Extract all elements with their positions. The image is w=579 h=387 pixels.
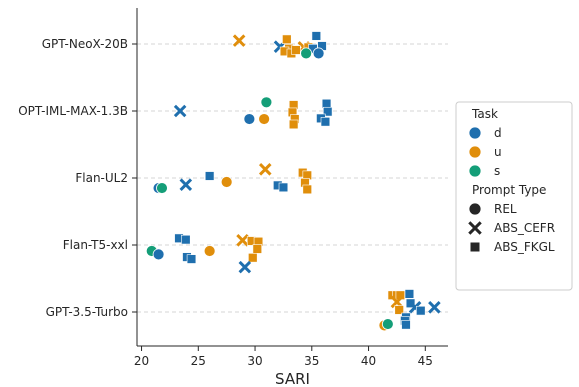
data-point	[278, 182, 289, 193]
data-point	[243, 113, 256, 125]
legend-type-marker	[468, 202, 482, 216]
x-tick-label: 30	[247, 354, 262, 368]
legend: Task dus Prompt Type REL ABS_CEFR ABS_FKGL	[455, 101, 573, 291]
data-point	[428, 301, 441, 314]
legend-type-label: ABS_CEFR	[494, 221, 555, 235]
y-tick-label: GPT-3.5-Turbo	[46, 305, 128, 319]
data-point	[311, 31, 322, 41]
x-tick-label: 40	[361, 354, 376, 368]
data-point	[404, 289, 415, 299]
data-point	[416, 305, 426, 316]
legend-task-marker	[468, 164, 482, 178]
legend-task-title: Task	[471, 107, 498, 121]
data-point	[204, 171, 215, 181]
legend-task-marker	[468, 145, 482, 159]
data-point	[288, 119, 299, 130]
axes	[136, 8, 448, 347]
data-points	[145, 31, 441, 332]
data-point-stroke	[179, 178, 193, 191]
data-point	[203, 245, 216, 257]
data-point	[238, 260, 252, 274]
data-point	[381, 318, 394, 330]
legend-task-label: s	[494, 164, 500, 178]
data-point	[321, 98, 332, 109]
data-point	[401, 320, 411, 330]
data-point	[179, 178, 193, 191]
data-point	[248, 253, 258, 263]
data-point	[258, 163, 272, 176]
y-tick-labels: GPT-NeoX-20B OPT-IML-MAX-1.3B Flan-UL2 Flan…	[18, 37, 137, 319]
x-tick-label: 20	[134, 354, 149, 368]
data-point	[300, 47, 313, 60]
legend-type-marker	[468, 221, 482, 235]
y-tick-label: OPT-IML-MAX-1.3B	[18, 104, 128, 118]
data-point	[152, 248, 165, 261]
y-tick-label: Flan-T5-xxl	[63, 238, 128, 252]
data-point	[220, 176, 233, 188]
data-point-stroke	[428, 301, 441, 314]
legend-task-marker	[468, 126, 482, 140]
legend-type-marker	[469, 241, 481, 253]
legend-type-title: Prompt Type	[472, 183, 546, 197]
grid-lines	[137, 43, 448, 313]
data-point	[181, 234, 191, 245]
x-tick-labels: 20 25 30 35 40 45	[134, 346, 433, 368]
data-point-stroke	[238, 260, 252, 274]
y-tick-label: Flan-UL2	[75, 171, 128, 185]
legend-type-label: REL	[494, 202, 517, 216]
data-point-stroke	[232, 34, 246, 47]
y-tick-label: GPT-NeoX-20B	[42, 37, 128, 51]
data-point	[312, 47, 325, 60]
data-point	[258, 113, 271, 125]
data-point	[186, 254, 197, 264]
data-point	[291, 45, 301, 55]
data-point	[394, 305, 404, 315]
legend-type-label: ABS_FKGL	[494, 240, 555, 254]
data-point	[236, 234, 249, 247]
x-tick-label: 45	[418, 354, 433, 368]
data-point-stroke	[236, 234, 249, 247]
data-point	[322, 106, 333, 117]
data-point	[260, 96, 273, 109]
x-axis-label: SARI	[275, 370, 310, 387]
x-tick-label: 25	[191, 354, 206, 368]
data-point	[282, 34, 292, 45]
data-point	[173, 104, 187, 118]
legend-task-label: u	[494, 145, 502, 159]
x-tick-label: 35	[304, 354, 319, 368]
data-point	[156, 182, 168, 194]
data-point-stroke	[173, 104, 187, 118]
data-point	[252, 244, 263, 254]
legend-box	[455, 101, 573, 291]
data-point	[320, 117, 331, 127]
legend-type-marker-stroke	[468, 221, 482, 235]
data-point-stroke	[258, 163, 272, 176]
data-point	[232, 34, 246, 47]
legend-task-label: d	[494, 126, 502, 140]
data-point	[302, 184, 312, 195]
